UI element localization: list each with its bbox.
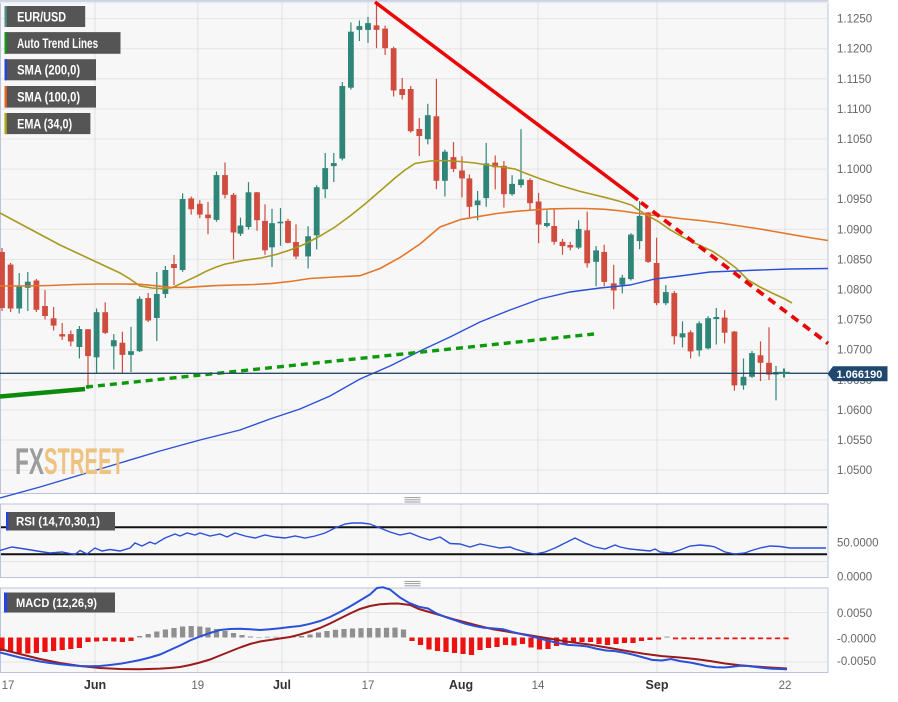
svg-text:17: 17	[2, 680, 15, 692]
svg-text:14: 14	[532, 680, 545, 692]
svg-text:1.0850: 1.0850	[837, 254, 872, 266]
svg-text:STREET: STREET	[44, 441, 124, 482]
svg-text:1.0900: 1.0900	[837, 224, 872, 236]
svg-text:FX: FX	[15, 441, 44, 482]
svg-text:1.066190: 1.066190	[837, 369, 883, 381]
svg-text:-0.0050: -0.0050	[837, 656, 876, 668]
svg-text:1.1200: 1.1200	[837, 44, 872, 56]
svg-text:50.0000: 50.0000	[837, 538, 879, 550]
svg-text:1.0550: 1.0550	[837, 435, 872, 447]
svg-text:EUR/USD: EUR/USD	[17, 9, 66, 24]
svg-text:1.0750: 1.0750	[837, 315, 872, 327]
svg-text:-0.0000: -0.0000	[837, 634, 876, 646]
svg-text:0.0000: 0.0000	[837, 572, 872, 584]
svg-text:SMA (100,0): SMA (100,0)	[17, 90, 80, 105]
svg-text:EMA (34,0): EMA (34,0)	[17, 116, 72, 131]
svg-text:17: 17	[362, 680, 375, 692]
svg-text:Sep: Sep	[646, 678, 669, 692]
svg-text:1.0800: 1.0800	[837, 285, 872, 297]
svg-text:1.1150: 1.1150	[837, 74, 871, 86]
svg-text:1.0700: 1.0700	[837, 345, 872, 357]
svg-text:SMA (200,0): SMA (200,0)	[17, 63, 80, 78]
svg-text:Aug: Aug	[449, 678, 473, 692]
svg-text:MACD (12,26,9): MACD (12,26,9)	[16, 598, 97, 610]
svg-text:22: 22	[779, 680, 792, 692]
svg-text:1.1100: 1.1100	[837, 104, 871, 116]
svg-text:1.1000: 1.1000	[837, 164, 872, 176]
svg-text:0.0050: 0.0050	[837, 608, 872, 620]
svg-text:1.0600: 1.0600	[837, 405, 872, 417]
svg-text:1.1250: 1.1250	[837, 14, 872, 26]
svg-text:19: 19	[191, 680, 204, 692]
svg-text:1.1050: 1.1050	[837, 134, 872, 146]
svg-text:Jun: Jun	[84, 678, 106, 692]
svg-text:RSI (14,70,30,1): RSI (14,70,30,1)	[16, 517, 100, 529]
svg-text:1.0500: 1.0500	[837, 465, 872, 477]
svg-text:1.0950: 1.0950	[837, 194, 872, 206]
svg-text:Auto Trend Lines: Auto Trend Lines	[17, 36, 98, 51]
svg-text:Jul: Jul	[273, 678, 291, 692]
